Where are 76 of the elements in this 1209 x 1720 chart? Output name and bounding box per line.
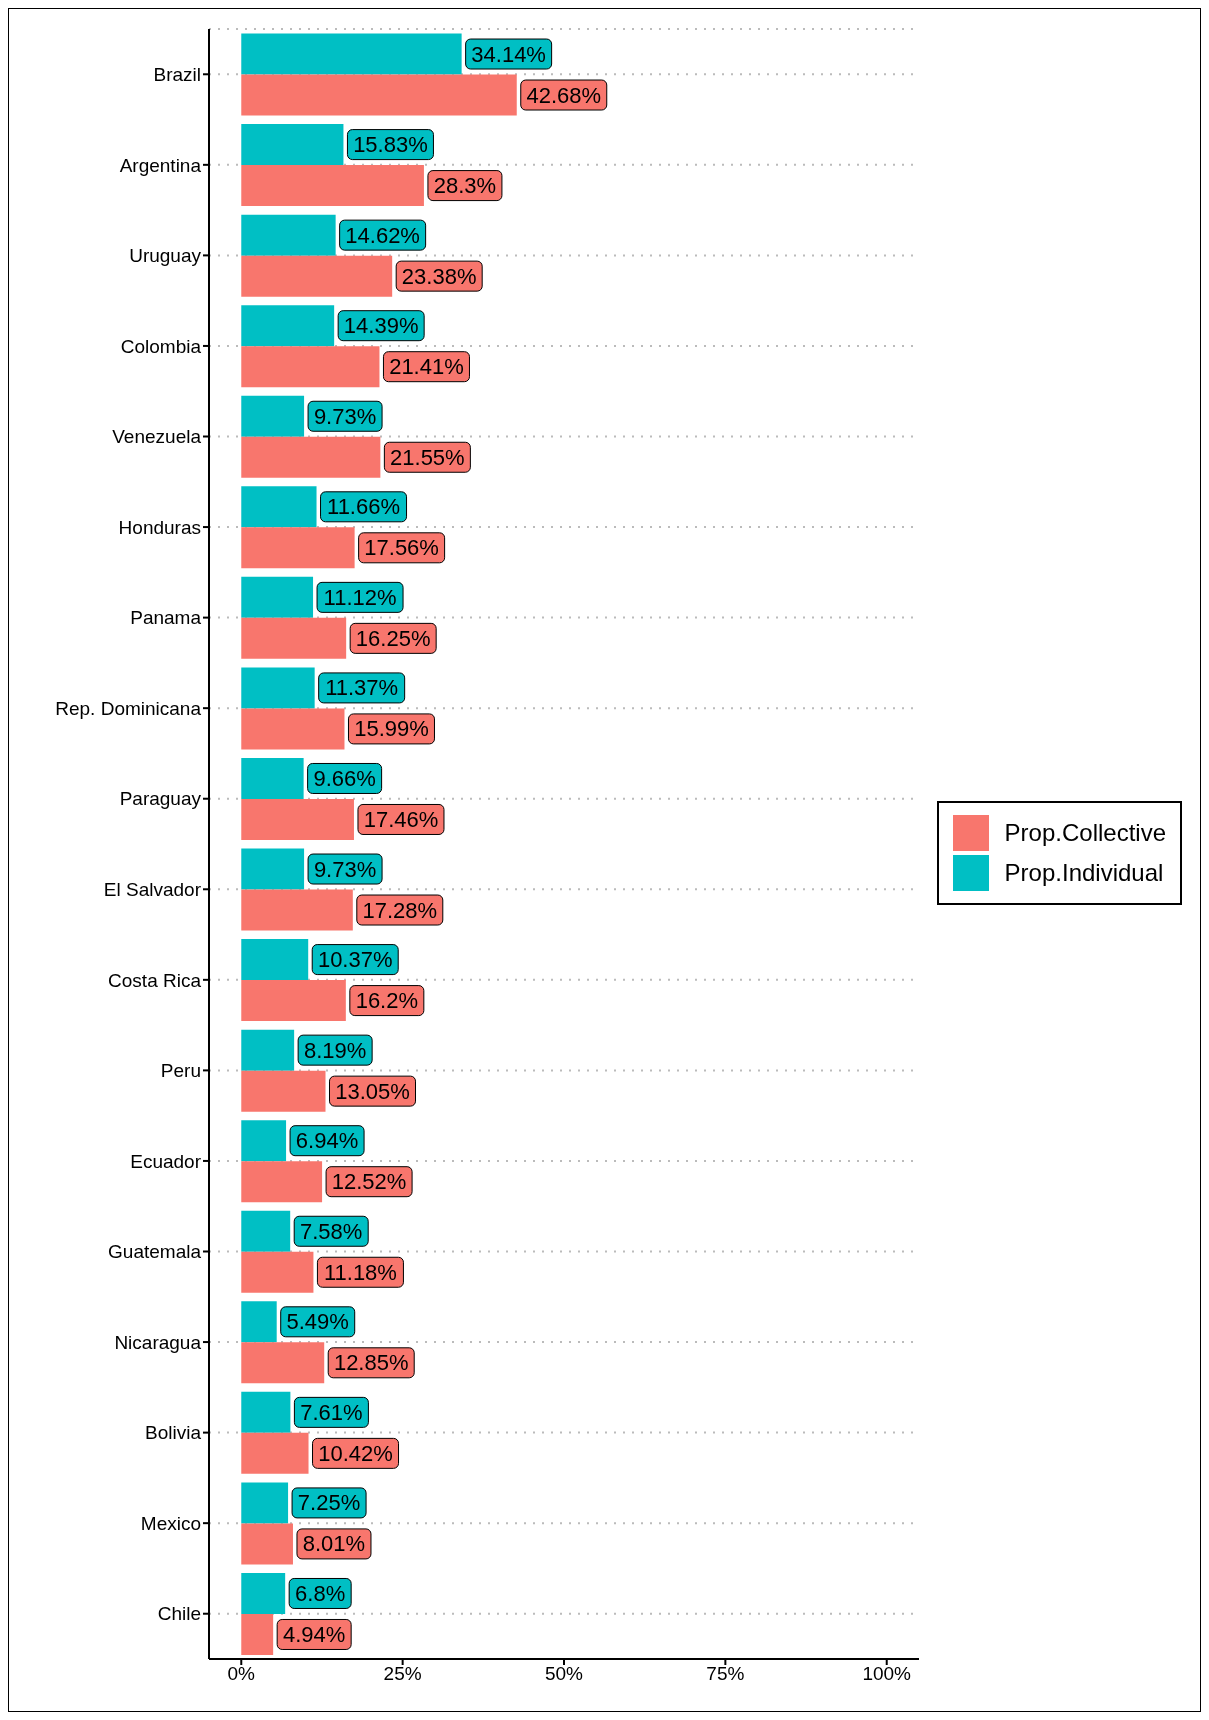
bar: [241, 486, 317, 528]
x-tick-label: 25%: [383, 1663, 422, 1685]
bar: [241, 757, 304, 799]
y-tick-label: Colombia: [120, 335, 202, 357]
data-label: 15.83%: [353, 132, 428, 158]
bar: [241, 667, 315, 709]
bar: [241, 980, 346, 1022]
data-label: 11.66%: [327, 494, 401, 520]
data-label: 21.41%: [389, 354, 464, 380]
bar: [241, 1070, 326, 1112]
bar: [241, 165, 424, 207]
data-label: 7.61%: [300, 1399, 363, 1425]
data-label: 11.18%: [323, 1259, 397, 1285]
data-label: 28.3%: [433, 173, 497, 199]
data-label: 23.38%: [401, 263, 477, 289]
data-label: 12.85%: [333, 1350, 409, 1376]
bar: [241, 527, 355, 569]
data-label: 9.73%: [313, 856, 377, 882]
data-label: 15.99%: [354, 716, 429, 742]
data-label: 17.56%: [364, 535, 439, 561]
bar: [241, 33, 462, 75]
data-label: 7.25%: [297, 1490, 361, 1516]
data-label: 16.25%: [355, 625, 431, 651]
data-label: 8.19%: [303, 1037, 367, 1063]
y-tick-label: Honduras: [118, 516, 201, 538]
data-label: 11.12%: [323, 584, 397, 610]
bar: [241, 214, 336, 256]
data-label: 17.46%: [363, 806, 439, 832]
data-label: 16.2%: [355, 988, 419, 1014]
data-label: 13.05%: [335, 1078, 410, 1104]
data-label: 9.73%: [313, 403, 377, 429]
data-label: 9.66%: [313, 765, 376, 791]
x-tick-label: 50%: [544, 1663, 584, 1685]
y-tick-label: Peru: [160, 1060, 201, 1082]
data-label: 6.8%: [295, 1580, 346, 1606]
y-tick-label: Uruguay: [129, 245, 202, 267]
legend-label: Prop.Collective: [1004, 819, 1166, 847]
data-label: 12.52%: [331, 1169, 407, 1195]
data-label: 10.42%: [318, 1440, 393, 1466]
y-tick-label: Paraguay: [119, 788, 202, 810]
bar: [241, 798, 354, 840]
y-tick-label: Bolivia: [145, 1422, 202, 1444]
data-label: 10.37%: [317, 947, 393, 973]
y-tick-label: Brazil: [153, 64, 201, 86]
data-label: 8.01%: [302, 1531, 366, 1557]
x-tick-label: 100%: [862, 1663, 912, 1685]
y-tick-label: Ecuador: [130, 1150, 202, 1172]
y-tick-label: Mexico: [140, 1512, 201, 1534]
legend-label: Prop.Individual: [1004, 859, 1164, 887]
bar: [241, 889, 353, 931]
y-tick-label: Rep. Dominicana: [55, 697, 202, 719]
data-label: 42.68%: [526, 82, 602, 108]
data-label: 11.37%: [325, 675, 399, 701]
y-tick-label: Venezuela: [112, 426, 202, 448]
y-tick-label: Argentina: [119, 154, 202, 176]
bar: [241, 1301, 277, 1343]
data-label: 14.62%: [345, 222, 420, 248]
x-tick-label: 0%: [227, 1663, 256, 1685]
y-tick-label: Panama: [130, 607, 202, 629]
data-label: 5.49%: [286, 1309, 349, 1335]
y-tick-label: Guatemala: [108, 1241, 202, 1263]
y-tick-label: El Salvador: [103, 879, 202, 901]
bar: [241, 74, 517, 116]
y-tick-label: Nicaragua: [114, 1331, 202, 1353]
data-label: 7.58%: [300, 1218, 363, 1244]
x-tick-label: 75%: [706, 1663, 745, 1685]
y-tick-label: Chile: [157, 1603, 201, 1625]
data-label: 34.14%: [471, 41, 546, 67]
bar: [241, 1523, 293, 1565]
data-label: 6.94%: [295, 1128, 359, 1154]
bar: [241, 1432, 309, 1474]
y-tick-label: Costa Rica: [108, 969, 202, 991]
data-label: 14.39%: [343, 313, 419, 339]
data-label: 21.55%: [390, 444, 465, 470]
data-label: 4.94%: [282, 1621, 346, 1647]
data-label: 17.28%: [362, 897, 438, 923]
